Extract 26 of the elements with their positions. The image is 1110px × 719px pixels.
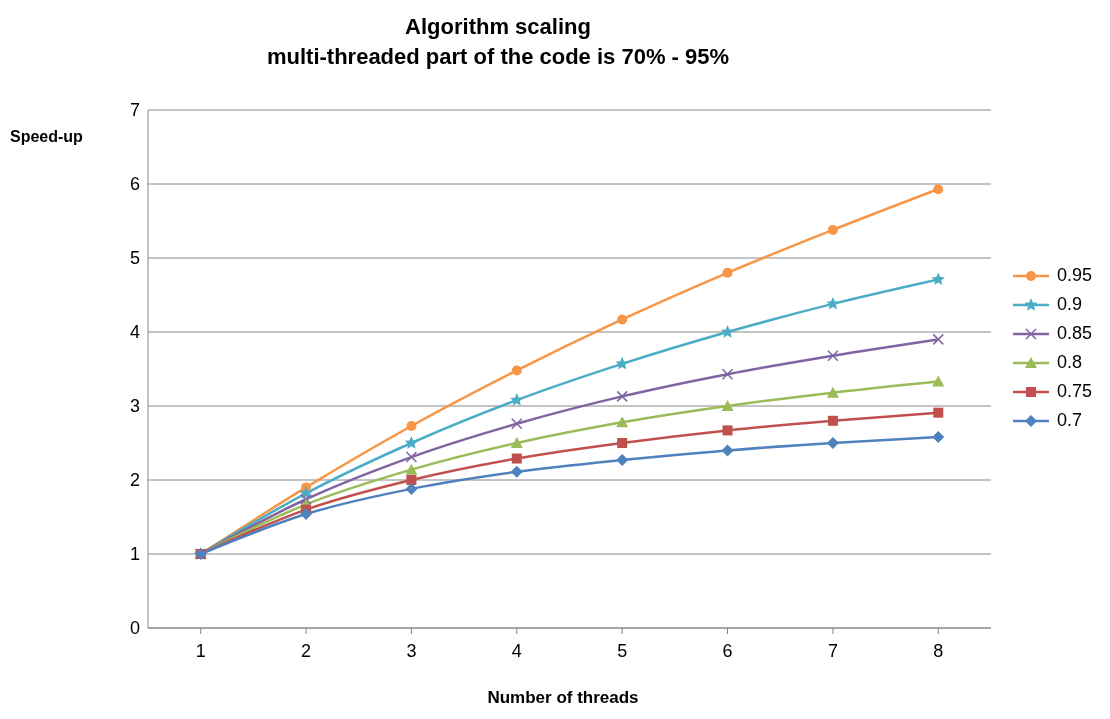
x-tick-label: 3 <box>406 640 417 661</box>
x-tick-label: 2 <box>301 640 312 661</box>
legend-label: 0.8 <box>1056 352 1082 373</box>
x-tick-label: 4 <box>511 640 522 661</box>
x-tick-label: 8 <box>933 640 944 661</box>
legend-label: 0.9 <box>1056 294 1082 315</box>
legend-label: 0.85 <box>1056 323 1092 344</box>
y-tick-label: 0 <box>129 618 140 639</box>
y-tick-label: 6 <box>129 174 140 195</box>
legend-label: 0.95 <box>1056 265 1092 286</box>
y-tick-label: 7 <box>129 100 140 121</box>
x-tick-label: 6 <box>722 640 733 661</box>
x-axis-title: Number of threads <box>486 688 640 708</box>
y-tick-label: 1 <box>129 544 140 565</box>
y-tick-label: 5 <box>129 248 140 269</box>
x-tick-label: 7 <box>827 640 838 661</box>
legend-label: 0.7 <box>1056 410 1082 431</box>
legend-label: 0.75 <box>1056 381 1092 402</box>
chart-subtitle: multi-threaded part of the code is 70% - 95% <box>265 43 731 71</box>
x-tick-label: 5 <box>617 640 628 661</box>
y-tick-label: 3 <box>129 396 140 417</box>
y-tick-label: 2 <box>129 470 140 491</box>
x-tick-label: 1 <box>195 640 206 661</box>
chart-title: Algorithm scaling <box>404 13 592 41</box>
y-axis-title: Speed-up <box>10 128 83 146</box>
y-tick-label: 4 <box>129 322 140 343</box>
